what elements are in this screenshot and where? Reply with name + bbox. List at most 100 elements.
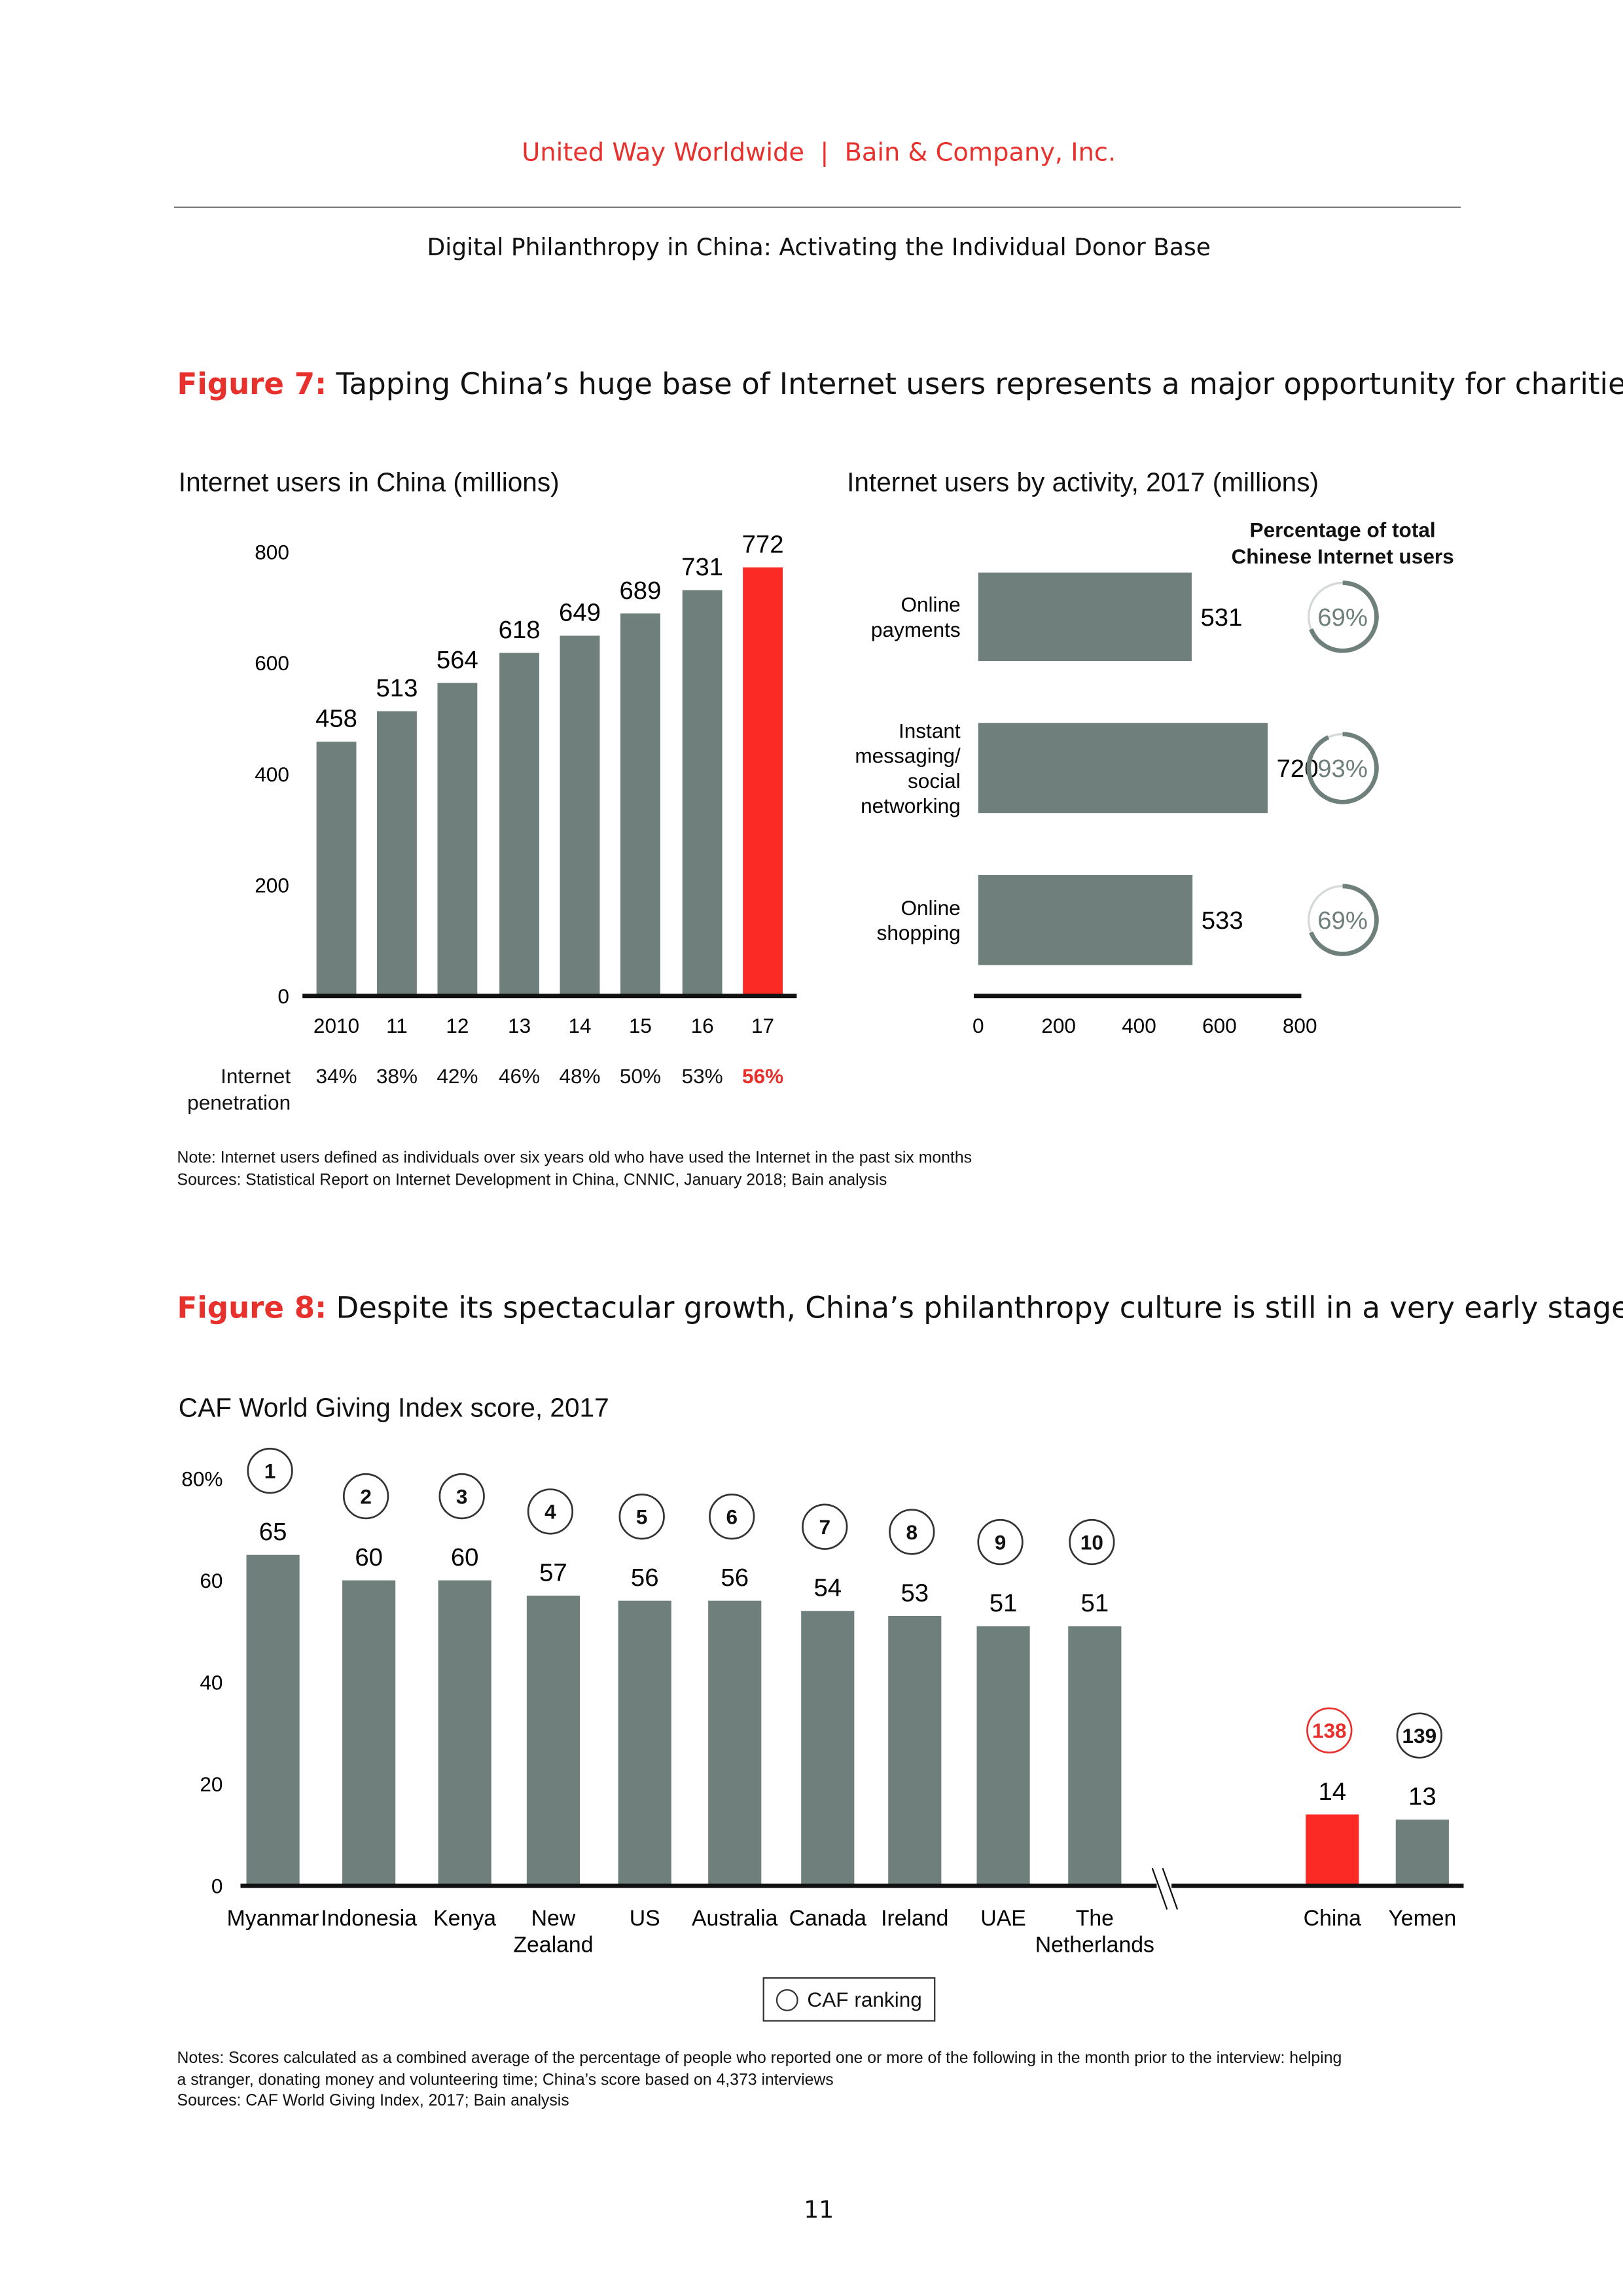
figure8-note-line: Notes: Scores calculated as a combined a… [177,2049,1342,2068]
category-label: Kenya [433,1906,496,1931]
category-label: networking [861,794,961,817]
rank-label: 139 [1402,1724,1437,1748]
chart1-title: Internet users in China (millions) [178,467,560,497]
bar [618,1600,671,1886]
chart2-title: Internet users by activity, 2017 (millio… [847,467,1319,497]
x-tick-label: 17 [751,1014,774,1037]
category-label: Australia [692,1906,778,1931]
category-label: New [531,1906,576,1931]
figure8-heading: Figure 8: Despite its spectacular growth… [177,1289,1623,1325]
rank-label: 4 [544,1500,556,1524]
axis-break-icon [1162,1867,1179,1910]
rank-circle-icon [247,1448,293,1494]
ring-percent-label: 69% [1317,906,1368,935]
rank-circle-icon [438,1473,485,1520]
rank-label: 8 [906,1520,918,1544]
side-title-line1: Percentage of total [1249,518,1436,542]
rank-label: 1 [264,1459,276,1482]
category-label: Myanmar [227,1906,319,1931]
rank-label: 6 [726,1505,738,1528]
category-label: China [1304,1906,1362,1931]
category-label: US [630,1906,660,1931]
bar [246,1554,300,1886]
rank-circle-icon [1306,1707,1353,1754]
bar-value-label: 14 [1319,1778,1347,1806]
rank-label: 2 [360,1484,372,1508]
bar [801,1611,855,1886]
bar [708,1600,762,1886]
bar-value-label: 618 [499,616,541,644]
penetration-value: 38% [376,1064,418,1088]
rank-circle-icon [977,1518,1024,1566]
bar-value-label: 13 [1408,1783,1436,1811]
x-tick-label: 0 [972,1014,984,1037]
header-org1: United Way Worldwide [522,138,804,169]
category-label: payments [871,618,961,641]
y-tick-label: 80% [181,1467,223,1490]
rank-label: 5 [636,1505,648,1528]
y-tick-label: 40 [200,1670,223,1694]
chart3-title: CAF World Giving Index score, 2017 [178,1393,609,1423]
ring-progress [1306,884,1379,956]
category-label: UAE [980,1906,1026,1931]
category-label: social [908,769,961,793]
bar-value-label: 53 [901,1579,929,1607]
y-tick-label: 0 [211,1874,223,1898]
rank-label: 10 [1080,1530,1103,1554]
figure7-notes: Note: Internet users defined as individu… [177,1148,972,1193]
penetration-value: 46% [499,1064,540,1088]
rank-label: 9 [995,1530,1007,1554]
rank-circle-icon [709,1494,755,1540]
category-label: messaging/ [855,744,961,768]
side-title: Percentage of total Chinese Internet use… [1181,516,1505,569]
bar [377,711,417,996]
figure8-sources: Sources: CAF World Giving Index, 2017; B… [177,2092,569,2110]
category-label: Netherlands [1035,1933,1154,1958]
bar [526,1595,580,1886]
x-tick-label: 13 [508,1014,531,1037]
rank-circle-icon [1069,1518,1115,1566]
bar [342,1580,396,1886]
penetration-value: 50% [620,1064,661,1088]
x-tick-label: 600 [1202,1014,1237,1037]
bar-value-label: 60 [451,1543,479,1571]
rank-label: 138 [1312,1719,1347,1742]
category-label: Indonesia [321,1906,417,1931]
x-tick-label: 400 [1122,1014,1156,1037]
category-label: The [1076,1906,1114,1931]
rank-circle-icon [527,1488,574,1535]
axis-break-gap [1156,1866,1172,1911]
bar [560,636,600,996]
bar-value-label: 772 [742,530,784,558]
rank-label: 3 [456,1484,468,1508]
bar [316,742,357,996]
side-title-line2: Chinese Internet users [1231,544,1454,568]
y-tick-label: 400 [255,762,289,786]
bar [976,1626,1030,1886]
ring-percent-label: 69% [1317,603,1368,632]
bar-value-label: 649 [559,599,601,627]
x-tick-label: 15 [629,1014,652,1037]
header-separator: | [820,138,829,169]
figure7-title: Tapping China’s huge base of Internet us… [336,366,1623,402]
bar [978,572,1192,662]
bar-value-label: 533 [1202,906,1243,935]
y-tick-label: 600 [255,651,289,675]
category-label: Online [901,896,960,920]
bar-value-label: 51 [1081,1589,1109,1617]
page-number: 11 [804,2195,834,2224]
legend-label: CAF ranking [807,1987,922,2011]
y-tick-label: 60 [200,1569,223,1592]
x-tick-label: 200 [1041,1014,1076,1037]
document-subtitle: Digital Philanthropy in China: Activatin… [427,233,1211,262]
bar-value-label: 513 [376,674,418,702]
bar [743,567,783,996]
bar-value-label: 56 [721,1564,749,1592]
bar [437,683,478,996]
rank-circle-icon [1396,1712,1442,1759]
figure7-sources: Sources: Statistical Report on Internet … [177,1172,887,1190]
y-tick-label: 800 [255,540,289,564]
bar-value-label: 731 [681,553,723,581]
rank-label: 7 [819,1515,830,1539]
category-label: Zealand [513,1933,593,1958]
